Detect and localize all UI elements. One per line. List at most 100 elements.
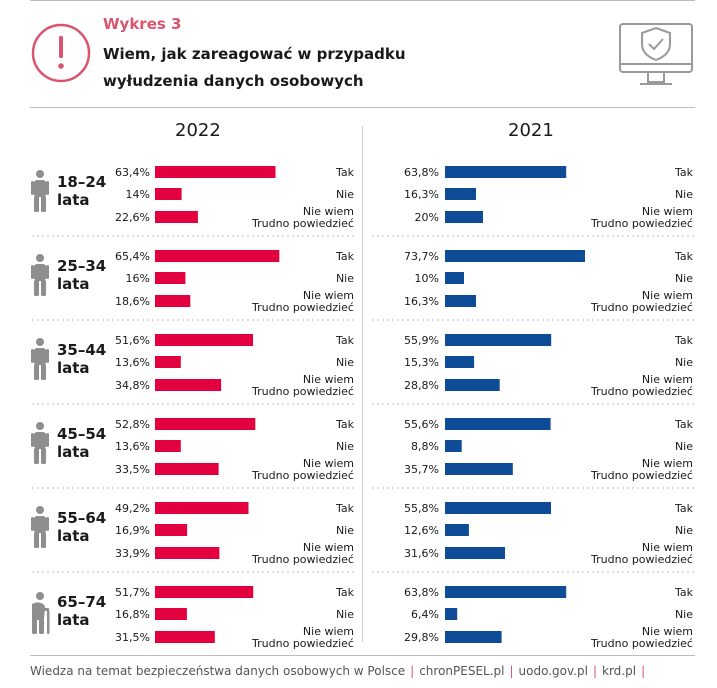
footer-link-uodo[interactable]: uodo.gov.pl [518, 664, 588, 678]
category-label: Tak [335, 166, 355, 179]
age-group-sublabel: lata [57, 611, 90, 629]
category-label: Tak [674, 166, 694, 179]
chart-kicker: Wykres 3 [103, 15, 182, 33]
data-label: 49,2% [115, 502, 150, 515]
footer-link-krd[interactable]: krd.pl [602, 664, 637, 678]
footer: Wiedza na temat bezpieczeństwa danych os… [30, 664, 650, 678]
category-label: Nie [675, 524, 693, 537]
category-label: Trudno powiedzieć [251, 553, 354, 566]
category-label: Nie [336, 188, 354, 201]
category-label: Tak [335, 418, 355, 431]
category-label: Nie wiem [303, 205, 354, 218]
footer-text: Wiedza na temat bezpieczeństwa danych os… [30, 664, 406, 678]
category-label: Nie [675, 440, 693, 453]
age-group-label: 25–34 [57, 257, 106, 275]
data-label: 31,5% [115, 631, 150, 644]
age-group-sublabel: lata [57, 275, 90, 293]
bar-2022 [155, 524, 188, 536]
data-label: 16,8% [115, 608, 150, 621]
data-label: 15,3% [404, 356, 439, 369]
category-label: Tak [335, 250, 355, 263]
data-label: 18,6% [115, 295, 150, 308]
category-label: Tak [335, 334, 355, 347]
data-label: 65,4% [115, 250, 150, 263]
year-2021-heading: 2021 [508, 120, 554, 141]
category-label: Nie [675, 272, 693, 285]
data-label: 55,8% [404, 502, 439, 515]
bar-2021 [445, 440, 462, 452]
age-group-label: 45–54 [57, 425, 106, 443]
category-label: Nie [336, 524, 354, 537]
bar-2022 [155, 418, 256, 430]
category-label: Trudno powiedzieć [251, 637, 354, 650]
age-group-sublabel: lata [57, 527, 90, 545]
age-group-label: 18–24 [57, 173, 106, 191]
bar-2021 [445, 211, 483, 223]
category-label: Nie wiem [642, 205, 693, 218]
category-label: Trudno powiedzieć [590, 637, 693, 650]
data-label: 16,3% [404, 295, 439, 308]
category-label: Nie [675, 188, 693, 201]
data-label: 16,9% [115, 524, 150, 537]
age-group-label: 35–44 [57, 341, 106, 359]
bar-2022 [155, 440, 181, 452]
chart-title: Wiem, jak zareagować w przypadku wyłudze… [103, 41, 523, 95]
category-label: Trudno powiedzieć [251, 301, 354, 314]
category-label: Trudno powiedzieć [251, 385, 354, 398]
category-label: Nie wiem [303, 541, 354, 554]
bar-2021 [445, 250, 585, 262]
exclamation-circle-icon [31, 23, 91, 83]
bar-2021 [445, 418, 551, 430]
bar-2021 [445, 631, 502, 643]
data-label: 33,5% [115, 463, 150, 476]
person-icon [31, 254, 49, 296]
category-label: Trudno powiedzieć [590, 469, 693, 482]
bar-2022 [155, 166, 276, 178]
category-label: Nie [336, 356, 354, 369]
category-label: Tak [674, 334, 694, 347]
data-label: 34,8% [115, 379, 150, 392]
bar-2021 [445, 188, 476, 200]
category-label: Trudno powiedzieć [251, 469, 354, 482]
bar-2022 [155, 211, 198, 223]
data-label: 51,6% [115, 334, 150, 347]
footer-separator: | [410, 664, 415, 678]
data-label: 16% [126, 272, 150, 285]
data-label: 51,7% [115, 586, 150, 599]
age-group-label: 65–74 [57, 593, 106, 611]
bar-2021 [445, 295, 476, 307]
data-label: 73,7% [404, 250, 439, 263]
data-label: 12,6% [404, 524, 439, 537]
bar-2021 [445, 547, 505, 559]
person-icon [31, 422, 49, 464]
footer-rule [30, 655, 695, 656]
category-label: Tak [674, 502, 694, 515]
bar-2021 [445, 608, 458, 620]
data-label: 16,3% [404, 188, 439, 201]
category-label: Nie wiem [303, 457, 354, 470]
category-label: Trudno powiedzieć [251, 217, 354, 230]
footer-separator: | [509, 664, 514, 678]
bar-2021 [445, 524, 469, 536]
bar-2021 [445, 463, 513, 475]
data-label: 13,6% [115, 356, 150, 369]
bar-2021 [445, 272, 464, 284]
data-label: 55,6% [404, 418, 439, 431]
category-label: Trudno powiedzieć [590, 217, 693, 230]
category-label: Nie [336, 440, 354, 453]
bar-2022 [155, 586, 254, 598]
bar-2022 [155, 295, 191, 307]
footer-separator: | [592, 664, 597, 678]
person-icon [31, 506, 49, 548]
chart-title-line-1: Wiem, jak zareagować w przypadku [103, 45, 406, 63]
footer-link-chronpesel[interactable]: chronPESEL.pl [419, 664, 505, 678]
data-label: 63,8% [404, 586, 439, 599]
person-icon [31, 170, 49, 212]
category-label: Tak [335, 586, 355, 599]
bar-2022 [155, 502, 249, 514]
category-label: Nie wiem [642, 289, 693, 302]
footer-separator: | [641, 664, 646, 678]
bar-2021 [445, 586, 567, 598]
year-2022-heading: 2022 [175, 120, 221, 141]
age-group-sublabel: lata [57, 191, 90, 209]
